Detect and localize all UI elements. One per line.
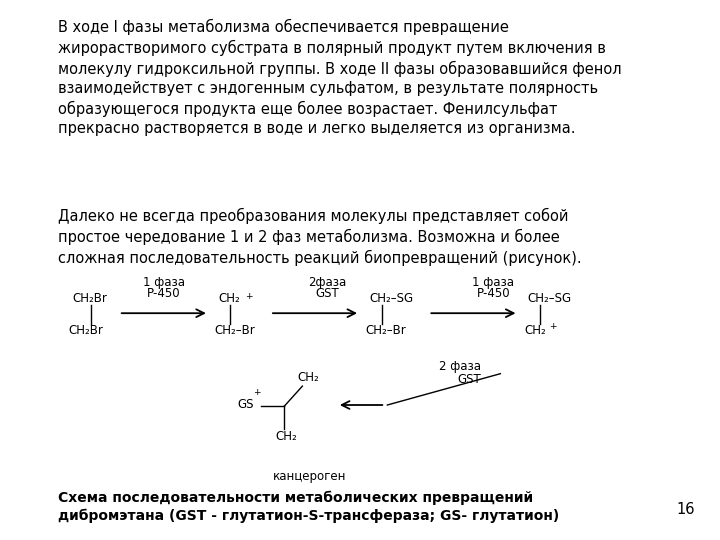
Text: Р-450: Р-450 (148, 287, 181, 300)
Text: CH₂–Br: CH₂–Br (366, 324, 407, 337)
Text: +: + (549, 322, 557, 331)
Text: 2фаза: 2фаза (308, 276, 347, 289)
Text: Далеко не всегда преобразования молекулы представляет собой
простое чередование : Далеко не всегда преобразования молекулы… (58, 208, 581, 266)
Text: GST: GST (316, 287, 339, 300)
Text: +: + (246, 292, 253, 301)
Text: CH₂: CH₂ (218, 292, 240, 305)
Text: канцероген: канцероген (273, 470, 346, 483)
Text: 1 фаза: 1 фаза (472, 276, 514, 289)
Text: CH₂–SG: CH₂–SG (528, 292, 572, 305)
Text: CH₂Br: CH₂Br (68, 324, 103, 337)
Text: CH₂Br: CH₂Br (72, 292, 107, 305)
Text: CH₂–SG: CH₂–SG (369, 292, 413, 305)
Text: GS: GS (238, 399, 254, 411)
Text: CH₂: CH₂ (297, 372, 319, 384)
Text: 2 фаза: 2 фаза (439, 360, 481, 373)
Text: Схема последовательности метаболических превращений
дибромэтана (GST - глутатион: Схема последовательности метаболических … (58, 490, 559, 523)
Text: 1 фаза: 1 фаза (143, 276, 185, 289)
Text: 16: 16 (676, 502, 695, 517)
Text: GST: GST (457, 373, 481, 386)
Text: CH₂–Br: CH₂–Br (215, 324, 256, 337)
Text: В ходе I фазы метаболизма обеспечивается превращение
жирорастворимого субстрата : В ходе I фазы метаболизма обеспечивается… (58, 19, 621, 136)
Text: +: + (253, 388, 261, 397)
Text: Р-450: Р-450 (477, 287, 510, 300)
Text: CH₂: CH₂ (276, 430, 297, 443)
Text: CH₂: CH₂ (524, 324, 546, 337)
